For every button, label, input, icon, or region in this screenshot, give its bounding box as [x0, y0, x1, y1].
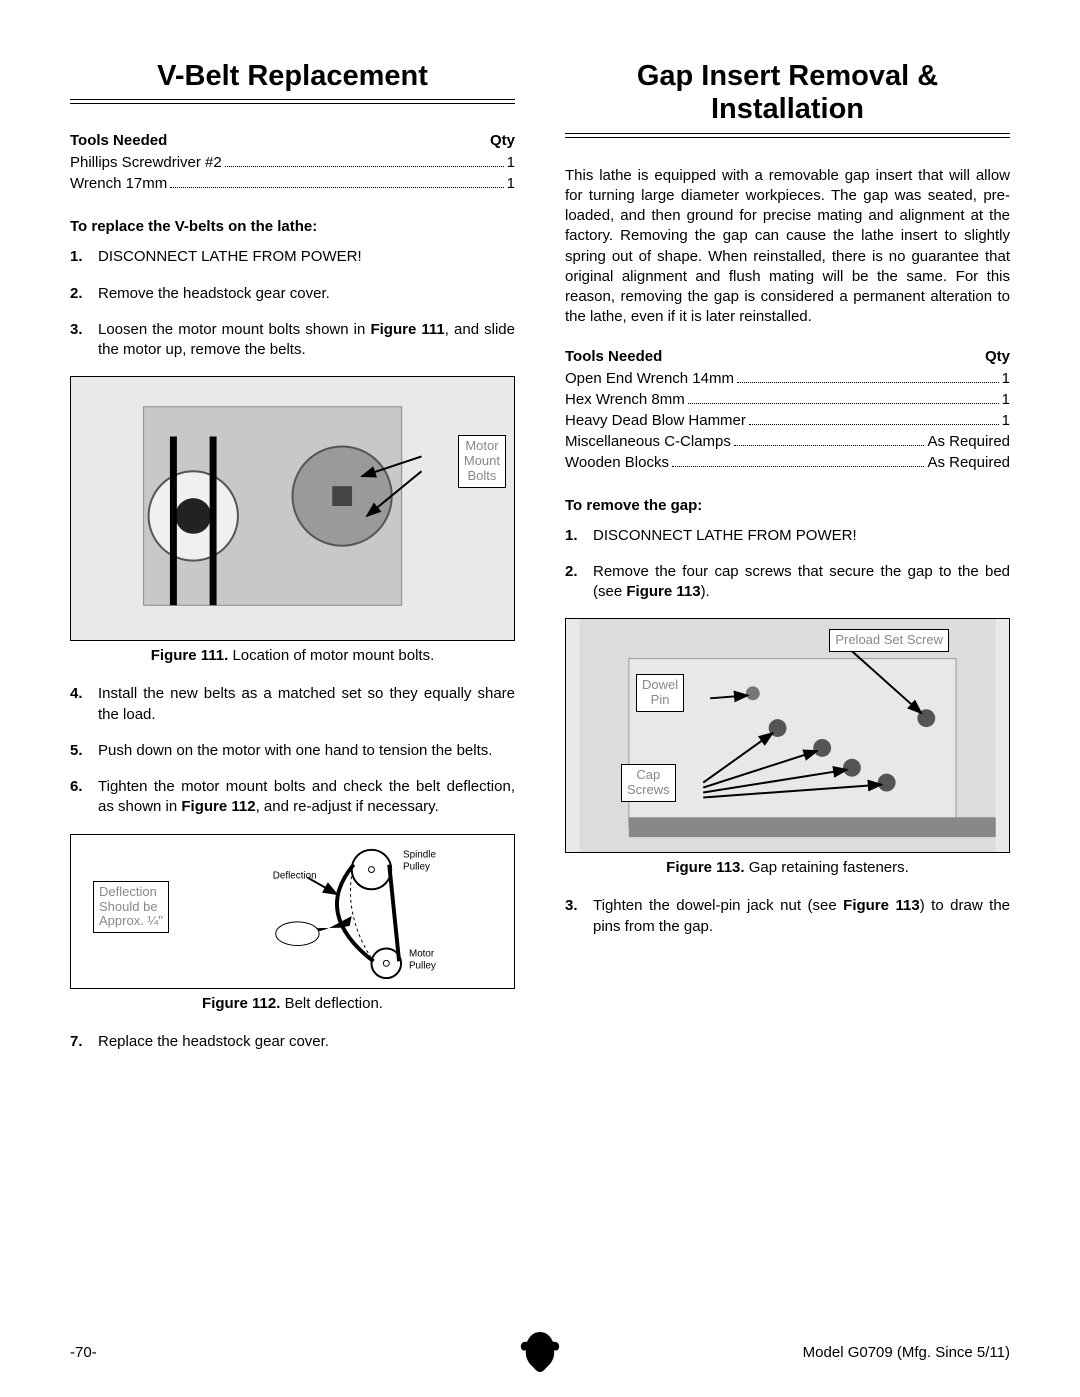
step-item: DISCONNECT LATHE FROM POWER! [70, 247, 515, 267]
callout-dowel: Dowel Pin [636, 674, 684, 712]
qty-label: Qty [985, 348, 1010, 365]
left-column: V-Belt Replacement Tools Needed Qty Phil… [70, 60, 515, 1068]
step-item: Push down on the motor with one hand to … [70, 741, 515, 761]
tool-qty: As Required [927, 452, 1010, 473]
fig113-caption: Figure 113. Gap retaining fasteners. [565, 859, 1010, 876]
leader [688, 390, 999, 404]
step-item: Tighten the dowel-pin jack nut (see Figu… [565, 896, 1010, 937]
tool-qty: 1 [507, 152, 515, 173]
step-item: Remove the four cap screws that secure t… [565, 562, 1010, 603]
step-item: Loosen the motor mount bolts shown in Fi… [70, 320, 515, 361]
steps-c: Replace the headstock gear cover. [70, 1032, 515, 1052]
subhead-right: To remove the gap: [565, 497, 1010, 514]
step-item: Replace the headstock gear cover. [70, 1032, 515, 1052]
steps-right-a: DISCONNECT LATHE FROM POWER! Remove the f… [565, 526, 1010, 603]
right-column: Gap Insert Removal & Installation This l… [565, 60, 1010, 1068]
leader [672, 453, 925, 467]
tool-qty: 1 [1002, 410, 1010, 431]
model-info: Model G0709 (Mfg. Since 5/11) [803, 1344, 1010, 1361]
callout-cap: Cap Screws [621, 764, 676, 802]
steps-b: Install the new belts as a matched set s… [70, 684, 515, 817]
tool-row: Hex Wrench 8mm 1 [565, 389, 1010, 410]
svg-text:Pulley: Pulley [409, 960, 436, 971]
tool-row: Open End Wrench 14mm 1 [565, 368, 1010, 389]
tool-row: Wrench 17mm 1 [70, 173, 515, 194]
tool-qty: 1 [507, 173, 515, 194]
tools-header: Tools Needed Qty [565, 348, 1010, 365]
tool-name: Wrench 17mm [70, 173, 167, 194]
figure-113: Preload Set Screw Dowel Pin Cap Screws [565, 618, 1010, 853]
tool-name: Heavy Dead Blow Hammer [565, 410, 746, 431]
tool-name: Miscellaneous C-Clamps [565, 431, 731, 452]
label-motor: Motor [409, 948, 435, 959]
tools-header: Tools Needed Qty [70, 132, 515, 149]
step-item: Tighten the motor mount bolts and check … [70, 777, 515, 818]
tool-qty: As Required [927, 431, 1010, 452]
callout-preload: Preload Set Screw [829, 629, 949, 652]
step-item: DISCONNECT LATHE FROM POWER! [565, 526, 1010, 546]
fig113-svg [566, 619, 1009, 852]
tools-list-right: Open End Wrench 14mm1Hex Wrench 8mm1Heav… [565, 368, 1010, 473]
figure-112: Deflection Spindle Pulley Motor Pulley D… [70, 834, 515, 989]
qty-label: Qty [490, 132, 515, 149]
left-title: V-Belt Replacement [70, 60, 515, 93]
callout-deflection: Deflection Should be Approx. ¼" [93, 881, 169, 934]
fig111-svg [71, 377, 514, 640]
tools-needed-label: Tools Needed [70, 132, 167, 149]
tool-name: Hex Wrench 8mm [565, 389, 685, 410]
page-number: -70- [70, 1344, 97, 1361]
leader [749, 411, 999, 425]
right-title: Gap Insert Removal & Installation [565, 60, 1010, 127]
leader [734, 432, 925, 446]
leader [170, 175, 503, 189]
bear-logo-icon [515, 1327, 565, 1377]
rule [70, 99, 515, 104]
tool-name: Phillips Screwdriver #2 [70, 152, 222, 173]
fig112-caption: Figure 112. Belt deflection. [70, 995, 515, 1012]
tool-row: Wooden Blocks As Required [565, 452, 1010, 473]
figure-111: Motor Mount Bolts [70, 376, 515, 641]
tool-qty: 1 [1002, 389, 1010, 410]
tool-row: Phillips Screwdriver #2 1 [70, 152, 515, 173]
step-item: Install the new belts as a matched set s… [70, 684, 515, 725]
tool-name: Open End Wrench 14mm [565, 368, 734, 389]
steps-a: DISCONNECT LATHE FROM POWER! Remove the h… [70, 247, 515, 360]
rule [565, 133, 1010, 138]
tools-list-left: Phillips Screwdriver #2 1 Wrench 17mm 1 [70, 152, 515, 194]
step-item: Remove the headstock gear cover. [70, 284, 515, 304]
svg-text:Pulley: Pulley [403, 861, 430, 872]
leader [737, 369, 999, 383]
steps-right-b: Tighten the dowel-pin jack nut (see Figu… [565, 896, 1010, 937]
subhead-left: To replace the V-belts on the lathe: [70, 218, 515, 235]
fig111-caption: Figure 111. Location of motor mount bolt… [70, 647, 515, 664]
tool-row: Heavy Dead Blow Hammer 1 [565, 410, 1010, 431]
callout-motor-mount-bolts: Motor Mount Bolts [458, 435, 506, 488]
label-deflection: Deflection [273, 870, 317, 881]
tool-row: Miscellaneous C-Clamps As Required [565, 431, 1010, 452]
label-spindle: Spindle [403, 849, 436, 860]
leader [225, 154, 504, 168]
tools-needed-label: Tools Needed [565, 348, 662, 365]
intro-paragraph: This lathe is equipped with a removable … [565, 166, 1010, 328]
tool-qty: 1 [1002, 368, 1010, 389]
tool-name: Wooden Blocks [565, 452, 669, 473]
